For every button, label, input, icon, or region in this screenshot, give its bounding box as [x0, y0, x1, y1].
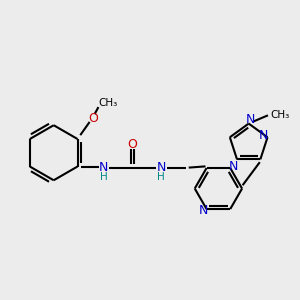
- Text: N: N: [199, 204, 208, 217]
- Text: N: N: [99, 161, 109, 174]
- Text: N: N: [246, 113, 255, 126]
- Text: N: N: [157, 161, 166, 174]
- Text: O: O: [88, 112, 98, 124]
- Text: CH₃: CH₃: [271, 110, 290, 120]
- Text: N: N: [228, 160, 238, 173]
- Text: N: N: [259, 129, 268, 142]
- Text: H: H: [100, 172, 108, 182]
- Text: O: O: [128, 138, 137, 151]
- Text: H: H: [157, 172, 165, 182]
- Text: CH₃: CH₃: [98, 98, 118, 108]
